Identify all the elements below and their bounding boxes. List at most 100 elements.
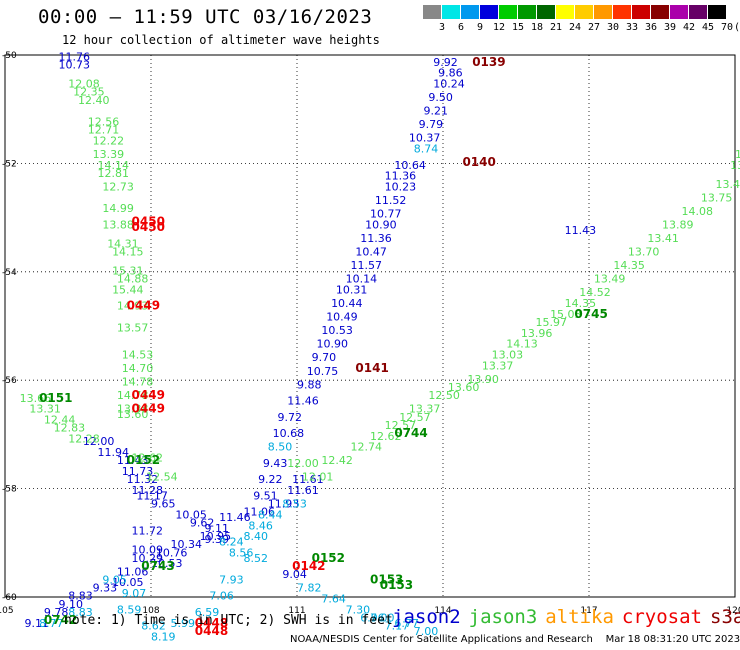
- wave-height-point: 8.24: [219, 536, 244, 549]
- wave-height-point: 8.44: [258, 508, 283, 521]
- color-swatch: [594, 5, 612, 19]
- y-tick-label: -54: [2, 268, 17, 278]
- wave-height-point: 9.11: [205, 522, 230, 535]
- color-scale-label: 33: [625, 22, 639, 33]
- wave-height-point: 14.35: [613, 259, 645, 272]
- wave-height-point: 11.17: [136, 489, 168, 502]
- wave-height-point: 9.79: [419, 118, 444, 131]
- wave-height-point: 8.56: [229, 546, 254, 559]
- pass-label: 0152: [312, 551, 345, 565]
- color-swatch: [689, 5, 707, 19]
- pass-label: 0140: [462, 155, 495, 169]
- wave-height-point: 9.07: [122, 587, 147, 600]
- color-scale-label: 24: [568, 22, 582, 33]
- wave-height-point: 8.50: [268, 441, 293, 454]
- color-scale-label: 12: [492, 22, 506, 33]
- color-scale-label: 36: [644, 22, 658, 33]
- wave-height-point: 10.90: [316, 338, 348, 351]
- wave-height-point: 8.46: [248, 519, 272, 532]
- legend-item-jason2: jason2: [392, 606, 461, 628]
- wave-height-point: 12.62: [132, 452, 164, 465]
- wave-height-point: 10.49: [326, 311, 358, 324]
- wave-height-point: 12.00: [83, 435, 115, 448]
- wave-height-point: 11.94: [97, 446, 129, 459]
- wave-height-point: 14.35: [565, 297, 597, 310]
- wave-height-point: 14.93: [117, 300, 149, 313]
- wave-height-point: 12.81: [97, 167, 129, 180]
- wave-height-point: 13.96: [521, 327, 553, 340]
- wave-height-point: 11.46: [219, 511, 251, 524]
- wave-height-point: 9.86: [438, 67, 463, 80]
- wave-height-point: 10.09: [132, 544, 164, 557]
- wave-height-point: 11.72: [132, 525, 164, 538]
- wave-height-point: 10.05: [175, 508, 207, 521]
- y-tick-label: -50: [2, 51, 17, 61]
- wave-height-point: 11.52: [375, 194, 407, 207]
- wave-height-point: 12.22: [93, 134, 125, 147]
- wave-height-point: 10.68: [273, 427, 305, 440]
- wave-height-point: 12.00: [287, 457, 319, 470]
- wave-height-point: 11.28: [132, 484, 164, 497]
- wave-height-point: 10.47: [355, 246, 387, 259]
- wave-height-point: 13.00: [735, 148, 740, 161]
- pass-label: 0448: [195, 624, 228, 638]
- wave-height-point: 13.40: [716, 178, 740, 191]
- wave-height-point: 9.10: [59, 598, 84, 611]
- wave-height-point: 10.77: [370, 208, 402, 221]
- pass-label: 0448: [195, 616, 228, 630]
- wave-height-point: 9.65: [151, 498, 176, 511]
- color-swatch: [461, 5, 479, 19]
- wave-height-point: 9.70: [312, 351, 337, 364]
- pass-label: 0141: [355, 361, 388, 375]
- wave-height-point: 10.64: [394, 159, 426, 172]
- pass-label: 0742: [44, 613, 77, 627]
- color-scale-label: 15: [511, 22, 525, 33]
- wave-height-point: 10.31: [336, 283, 368, 296]
- x-tick-label: 114: [434, 606, 451, 616]
- wave-height-point: 13.03: [492, 349, 523, 362]
- wave-height-point: 13.60: [448, 381, 480, 394]
- wave-height-point: 10.14: [346, 273, 378, 286]
- wave-height-point: 12.28: [68, 433, 100, 446]
- x-tick-label: 111: [288, 606, 305, 616]
- wave-height-point: 7.00: [370, 611, 395, 624]
- wave-height-point: 12.57: [399, 411, 431, 424]
- wave-height-point: 13.66: [20, 392, 51, 405]
- wave-height-point: 14.78: [117, 389, 149, 402]
- x-tick-label: 120: [726, 606, 740, 616]
- wave-height-point: 12.74: [351, 441, 383, 454]
- pass-label: 0745: [574, 307, 607, 321]
- color-swatch: [651, 5, 669, 19]
- legend-item-jason3: jason3: [468, 606, 538, 628]
- wave-height-point: 13.90: [467, 373, 499, 386]
- wave-height-point: 7.93: [219, 573, 244, 586]
- pass-label: 0449: [132, 388, 165, 402]
- wave-height-point: 14.15: [112, 246, 144, 259]
- pass-label: 0449: [127, 299, 160, 313]
- color-swatch: [480, 5, 498, 19]
- legend-item-altika: altika: [545, 606, 614, 628]
- wave-height-point: 12.73: [102, 181, 134, 194]
- wave-height-point: 13.49: [594, 273, 626, 286]
- wave-height-point: 9.43: [263, 457, 288, 470]
- color-swatch: [613, 5, 631, 19]
- wave-height-point: 10.44: [331, 297, 363, 310]
- wave-height-point: 7.64: [321, 592, 346, 605]
- wave-height-point: 10.90: [365, 218, 397, 231]
- wave-height-point: 7.30: [346, 603, 371, 616]
- wave-height-point: 12.56: [88, 115, 120, 128]
- wave-height-point: 8.40: [243, 530, 268, 543]
- wave-height-point: 11.36: [385, 170, 417, 183]
- wave-height-point: 10.73: [59, 59, 91, 72]
- wave-height-point: 9.04: [282, 568, 307, 581]
- wave-height-point: 8.83: [68, 606, 93, 619]
- legend-item-s3a: s3a: [710, 606, 740, 628]
- wave-height-point: 11.06: [117, 565, 149, 578]
- wave-height-point: 15.97: [535, 316, 567, 329]
- pass-label: 0450: [132, 215, 165, 229]
- wave-height-point: 10.34: [170, 538, 202, 551]
- wave-height-point: 10.23: [385, 181, 417, 194]
- wave-height-point: 7.82: [297, 582, 322, 595]
- color-scale-label: 27: [587, 22, 601, 33]
